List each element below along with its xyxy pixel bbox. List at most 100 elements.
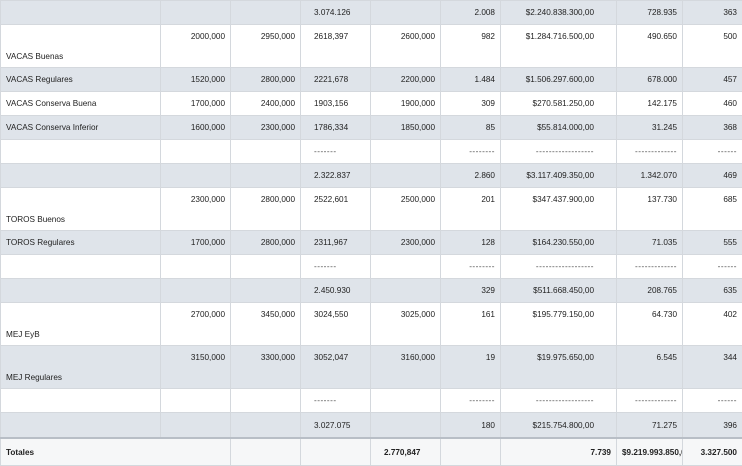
mode-cell: 2600,000 (371, 25, 441, 68)
amount-cell: $2.240.838.300,00 (501, 1, 617, 25)
category-cell (1, 164, 161, 188)
max-cell (231, 389, 301, 413)
min-cell (161, 389, 231, 413)
avg-cell: 1903,156 (301, 92, 371, 116)
total-amount-cell: $9.219.993.850,00 (617, 438, 683, 466)
avg-cell: 2311,967 (301, 231, 371, 255)
category-cell: VACAS Conserva Inferior (1, 116, 161, 140)
category-cell: MEJ EyB (1, 303, 161, 346)
mode-cell: 3025,000 (371, 303, 441, 346)
category-cell (1, 1, 161, 25)
price-cell: 635 (683, 279, 742, 303)
count-cell: 329 (441, 279, 501, 303)
max-cell (231, 279, 301, 303)
mode-cell: 3160,000 (371, 346, 441, 389)
mode-cell (371, 389, 441, 413)
weight-cell: 142.175 (617, 92, 683, 116)
mode-cell (371, 413, 441, 439)
avg-cell: 3.074.126 (301, 1, 371, 25)
count-cell: 128 (441, 231, 501, 255)
count-cell: -------- (441, 255, 501, 279)
max-cell: 3300,000 (231, 346, 301, 389)
price-cell: ------ (683, 389, 742, 413)
total-avg-cell: 2.770,847 (371, 438, 441, 466)
weight-cell: 678.000 (617, 68, 683, 92)
avg-cell: 1786,334 (301, 116, 371, 140)
price-cell: 469 (683, 164, 742, 188)
totals-label: Totales (1, 438, 231, 466)
price-cell: 500 (683, 25, 742, 68)
mode-cell (371, 1, 441, 25)
max-cell: 2800,000 (231, 68, 301, 92)
amount-cell: ------------------ (501, 255, 617, 279)
min-cell: 1520,000 (161, 68, 231, 92)
weight-cell: 71.035 (617, 231, 683, 255)
min-cell: 1700,000 (161, 92, 231, 116)
total-max-cell (301, 438, 371, 466)
min-cell: 1700,000 (161, 231, 231, 255)
max-cell (231, 255, 301, 279)
avg-cell: ------- (301, 255, 371, 279)
avg-cell: 2.450.930 (301, 279, 371, 303)
max-cell (231, 1, 301, 25)
total-min-cell (231, 438, 301, 466)
amount-cell: $347.437.900,00 (501, 188, 617, 231)
count-cell: -------- (441, 140, 501, 164)
min-cell (161, 279, 231, 303)
separator-row: ----------------------------------------… (1, 140, 742, 164)
totals-row: Totales2.770,8477.739$9.219.993.850,003.… (1, 438, 742, 466)
min-cell: 2300,000 (161, 188, 231, 231)
weight-cell: ------------- (617, 255, 683, 279)
category-cell (1, 279, 161, 303)
count-cell: 309 (441, 92, 501, 116)
avg-cell: 2221,678 (301, 68, 371, 92)
avg-cell: 3052,047 (301, 346, 371, 389)
amount-cell: $3.117.409.350,00 (501, 164, 617, 188)
separator-row: ----------------------------------------… (1, 255, 742, 279)
max-cell: 3450,000 (231, 303, 301, 346)
count-cell: 85 (441, 116, 501, 140)
price-cell: 368 (683, 116, 742, 140)
count-cell: 2.008 (441, 1, 501, 25)
weight-cell: 1.342.070 (617, 164, 683, 188)
amount-cell: $55.814.000,00 (501, 116, 617, 140)
amount-cell: $511.668.450,00 (501, 279, 617, 303)
price-cell: ------ (683, 255, 742, 279)
mode-cell: 1900,000 (371, 92, 441, 116)
mode-cell: 2300,000 (371, 231, 441, 255)
mode-cell: 1850,000 (371, 116, 441, 140)
weight-cell: 6.545 (617, 346, 683, 389)
price-cell: 460 (683, 92, 742, 116)
amount-cell: ------------------ (501, 140, 617, 164)
min-cell (161, 140, 231, 164)
min-cell: 1600,000 (161, 116, 231, 140)
count-cell: 2.860 (441, 164, 501, 188)
amount-cell: $164.230.550,00 (501, 231, 617, 255)
count-cell: 1.484 (441, 68, 501, 92)
avg-cell: 2.322.837 (301, 164, 371, 188)
count-cell: -------- (441, 389, 501, 413)
category-cell: VACAS Buenas (1, 25, 161, 68)
min-cell (161, 255, 231, 279)
amount-cell: $195.779.150,00 (501, 303, 617, 346)
max-cell: 2300,000 (231, 116, 301, 140)
category-cell (1, 389, 161, 413)
weight-cell: 490.650 (617, 25, 683, 68)
min-cell (161, 164, 231, 188)
weight-cell: 208.765 (617, 279, 683, 303)
amount-cell: $270.581.250,00 (501, 92, 617, 116)
weight-cell: 728.935 (617, 1, 683, 25)
price-cell: 685 (683, 188, 742, 231)
total-count-cell: 7.739 (501, 438, 617, 466)
max-cell (231, 140, 301, 164)
category-cell: TOROS Regulares (1, 231, 161, 255)
category-cell: VACAS Regulares (1, 68, 161, 92)
mode-cell: 2500,000 (371, 188, 441, 231)
amount-cell: $1.284.716.500,00 (501, 25, 617, 68)
price-cell: 396 (683, 413, 742, 439)
